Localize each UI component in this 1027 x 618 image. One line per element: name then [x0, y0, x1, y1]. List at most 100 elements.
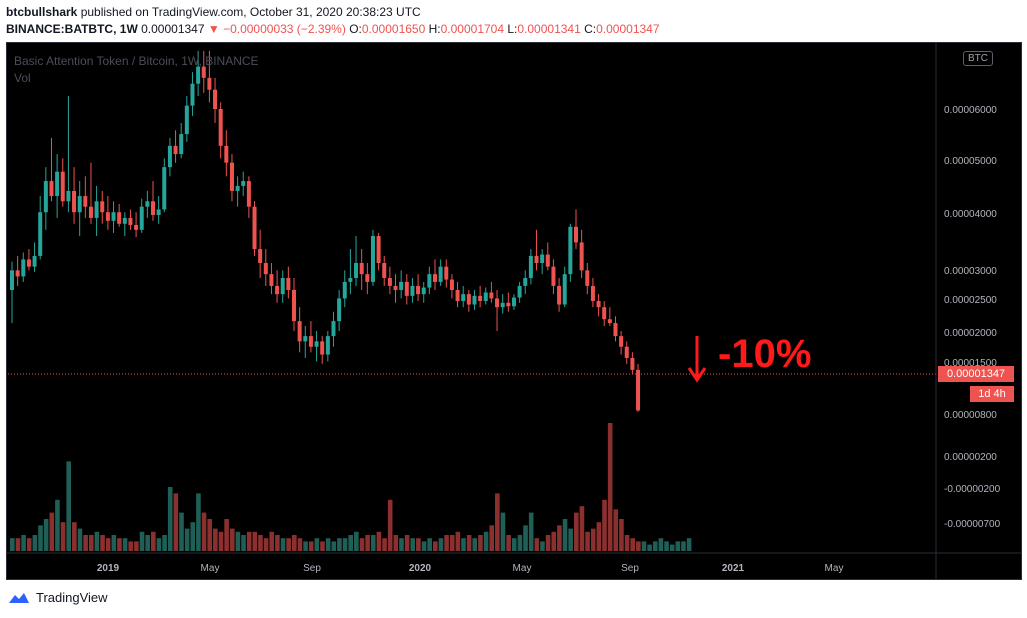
volume-bar	[568, 528, 573, 551]
candle	[43, 167, 48, 230]
volume-bar	[354, 531, 359, 551]
price-axis-label: -0.00000700	[944, 519, 1001, 530]
volume-bar	[562, 519, 568, 551]
volume-bar	[574, 512, 579, 551]
volume-bar	[534, 538, 540, 551]
candle	[325, 331, 330, 362]
candle	[88, 162, 93, 224]
volume-bar	[105, 538, 111, 551]
candle	[66, 95, 71, 213]
currency-badge[interactable]: BTC	[963, 51, 993, 66]
time-axis-label: May	[513, 563, 532, 574]
volume-bar	[545, 535, 551, 551]
volume-bar	[88, 535, 94, 551]
candle	[167, 137, 172, 177]
volume-bar	[652, 541, 658, 551]
candle	[376, 232, 381, 271]
volume-bar	[416, 538, 421, 551]
percent-change-annotation[interactable]: -10%	[718, 332, 812, 376]
candle	[337, 289, 342, 331]
volume-legend[interactable]: Vol	[14, 71, 31, 85]
candle	[100, 190, 105, 224]
chart-legend-title[interactable]: Basic Attention Token / Bitcoin, 1W, BIN…	[14, 54, 259, 68]
high-value: 0.00001704	[440, 22, 505, 36]
volume-bar	[370, 535, 376, 551]
volume-bar	[100, 535, 105, 551]
volume-bar	[466, 535, 472, 551]
candle	[297, 307, 302, 353]
candle	[574, 209, 578, 250]
candle	[399, 270, 404, 299]
volume-bar	[551, 531, 557, 551]
time-axis-label: May	[825, 563, 844, 574]
author-name[interactable]: btcbullshark	[6, 5, 78, 19]
candle	[145, 190, 150, 218]
volume-bar	[275, 535, 280, 551]
candle	[613, 316, 618, 342]
volume-bar	[128, 541, 134, 551]
time-axis[interactable]: 2019 May Sep 2020 May Sep 2021 May	[97, 563, 844, 574]
volume-bar	[263, 538, 269, 551]
volume-bar	[489, 525, 494, 551]
candle	[540, 249, 545, 275]
volume-bar	[636, 541, 641, 551]
high-label: H:	[428, 22, 441, 36]
time-axis-label: Sep	[621, 563, 639, 574]
candle	[122, 212, 127, 237]
volume-bar	[686, 538, 692, 551]
volume-bar	[500, 512, 506, 551]
publication-header: btcbullshark published on TradingView.co…	[0, 0, 1027, 42]
candle	[444, 259, 449, 288]
volume-bar	[427, 538, 432, 551]
candle	[551, 259, 556, 295]
candle	[151, 181, 155, 221]
volume-bar	[421, 541, 427, 551]
published-text: published on TradingView.com, October 31…	[80, 5, 421, 19]
candle	[466, 289, 471, 312]
candle	[15, 255, 20, 286]
volume-bar	[438, 538, 444, 551]
price-axis-label: -0.00000200	[944, 484, 1001, 495]
candle	[60, 158, 65, 207]
candle	[590, 277, 595, 308]
candle	[263, 249, 268, 286]
volume-bar	[444, 535, 449, 551]
tradingview-logo[interactable]: TradingView	[8, 590, 108, 605]
candle	[320, 336, 325, 364]
volume-bar	[342, 538, 348, 551]
candle	[534, 229, 539, 271]
price-axis-label: 0.00006000	[944, 105, 997, 116]
candle	[607, 307, 612, 327]
price-scale-axis[interactable]: 0.00006000 0.00005000 0.00004000 0.00003000…	[944, 105, 1001, 530]
candle	[213, 77, 218, 123]
candle	[308, 321, 313, 353]
volume-bar	[557, 525, 562, 551]
time-axis-label: 2021	[722, 563, 745, 574]
candle	[365, 263, 370, 295]
footer: TradingView	[0, 582, 1027, 618]
volume-bar	[675, 541, 681, 551]
candle	[55, 154, 60, 218]
candle	[506, 292, 511, 312]
volume-bar	[472, 538, 478, 551]
publisher-line: btcbullshark published on TradingView.co…	[6, 5, 421, 19]
volume-bar	[184, 528, 190, 551]
volume-bar	[314, 538, 320, 551]
volume-bar	[207, 519, 212, 551]
volume-bar	[607, 423, 613, 551]
candle	[38, 196, 43, 260]
volume-bar	[229, 528, 235, 551]
volume-bar	[393, 535, 399, 551]
price-axis-label: 0.00000800	[944, 410, 997, 421]
candle	[511, 294, 516, 310]
volume-bar	[331, 541, 337, 551]
candle	[596, 294, 601, 317]
tradingview-icon	[9, 592, 29, 603]
candle	[483, 287, 488, 305]
volume-bar	[235, 531, 241, 551]
volume-bar	[196, 493, 201, 551]
candle	[331, 311, 336, 347]
volume-bar	[410, 538, 416, 551]
open-value: 0.00001650	[361, 22, 426, 36]
